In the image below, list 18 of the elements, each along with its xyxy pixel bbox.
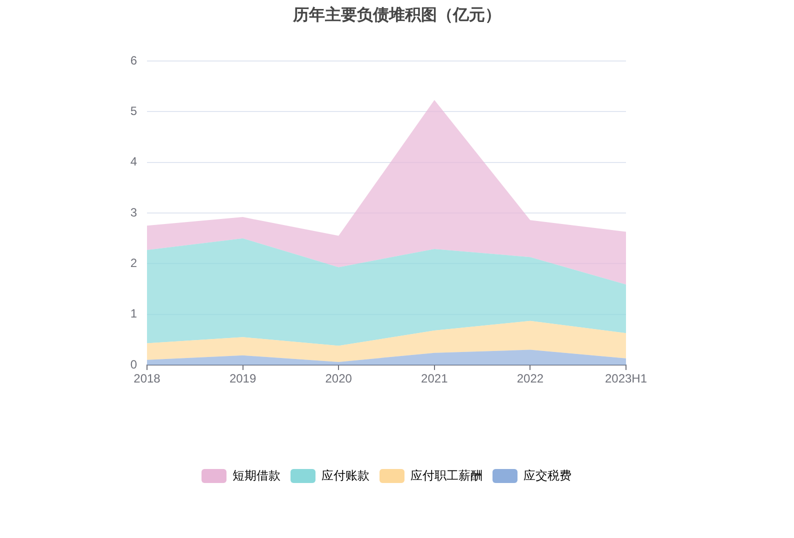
x-tick-label: 2022 xyxy=(516,372,544,386)
x-tick-label: 2020 xyxy=(325,372,352,386)
y-tick-label: 5 xyxy=(130,104,138,118)
y-tick-label: 1 xyxy=(130,306,138,321)
y-tick-label: 6 xyxy=(130,53,138,68)
x-tick-label: 2018 xyxy=(134,372,161,386)
y-tick-label: 3 xyxy=(130,205,138,220)
x-tick-label: 2021 xyxy=(421,372,448,386)
legend-label: 应付职工薪酬 xyxy=(410,468,482,482)
y-tick-label: 4 xyxy=(130,154,138,169)
legend-label: 短期借款 xyxy=(232,468,280,482)
x-tick-label: 2019 xyxy=(229,372,256,386)
y-tick-label: 0 xyxy=(130,357,138,372)
legend-label: 应交税费 xyxy=(524,468,572,482)
chart-title: 历年主要负债堆积图（亿元） xyxy=(292,5,502,26)
legend-label: 应付账款 xyxy=(322,468,370,482)
x-tick-label: 2023H1 xyxy=(604,372,648,386)
y-tick-label: 2 xyxy=(130,256,138,270)
